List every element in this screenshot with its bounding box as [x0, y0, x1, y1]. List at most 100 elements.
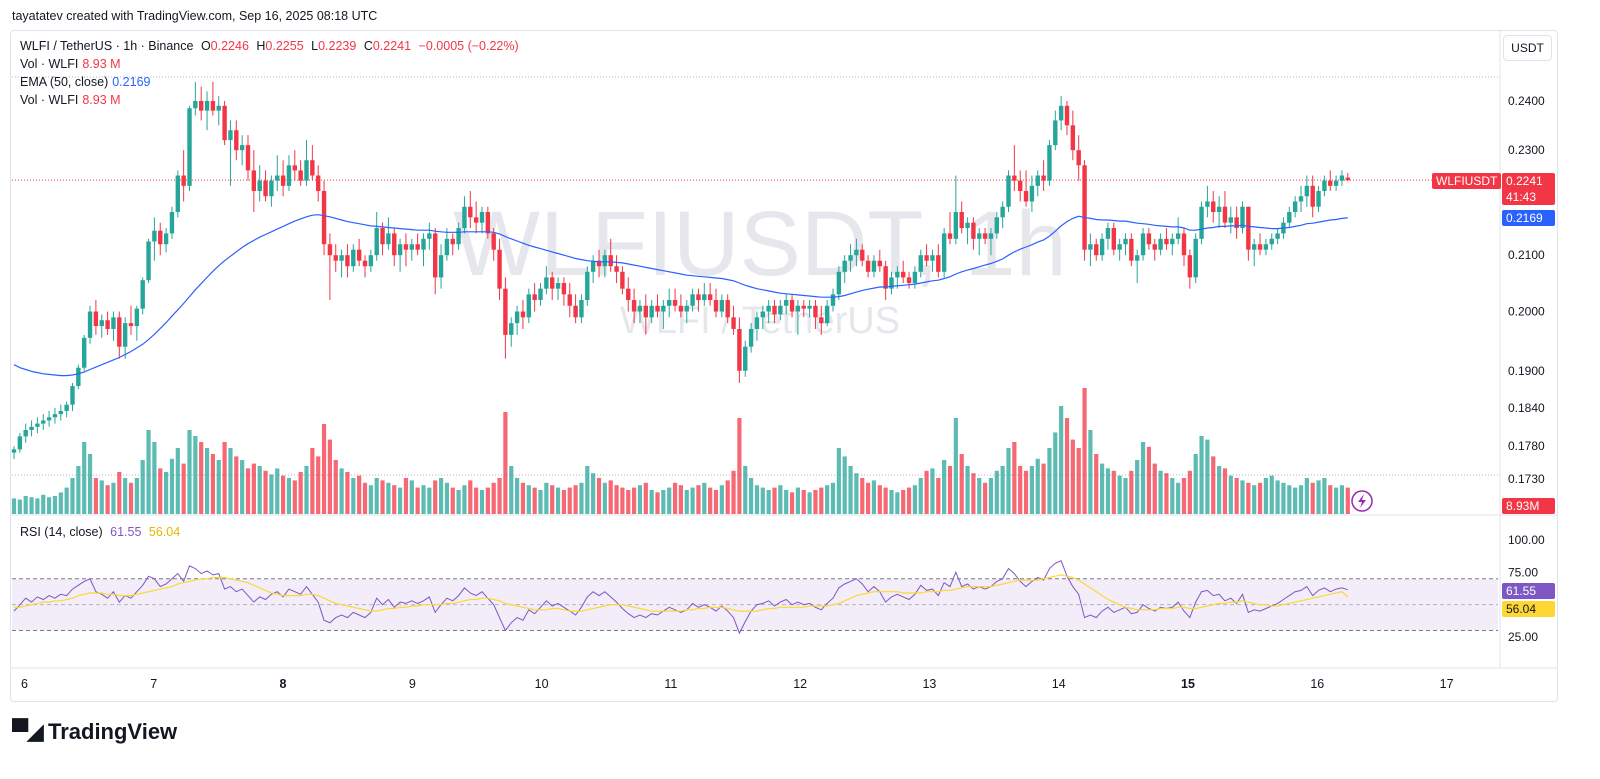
candle [368, 249, 374, 272]
volume-bar [1170, 478, 1175, 514]
candle [1193, 233, 1198, 284]
rsi-price-tag: 61.55 [1502, 583, 1555, 599]
candle [298, 160, 303, 186]
volume-bar [204, 448, 210, 514]
volume-bar [994, 470, 999, 514]
rsi-legend[interactable]: RSI (14, close) 61.55 56.04 [20, 525, 184, 539]
volume-legend-2[interactable]: Vol · WLFI 8.93 M [20, 93, 125, 107]
candle [743, 340, 748, 377]
candle-body [690, 294, 695, 306]
volume-bar [889, 490, 894, 514]
volume-bar [1105, 468, 1111, 514]
candle [140, 277, 145, 315]
volume-bar [362, 482, 368, 514]
candle [158, 222, 163, 256]
candle-body [64, 404, 69, 411]
candle [871, 255, 877, 278]
volume-bar [515, 478, 520, 514]
candle [1240, 201, 1245, 234]
time-tick-label: 12 [793, 677, 807, 691]
high-label: H [256, 39, 266, 53]
last-price-value: 0.2241 [1506, 174, 1543, 188]
candle [725, 294, 730, 324]
candle-body [865, 260, 871, 272]
volume-bar [795, 487, 800, 514]
candle-body [1193, 238, 1198, 278]
volume-bar [327, 439, 332, 514]
candle-body [82, 337, 87, 368]
candle-body [1105, 228, 1111, 239]
volume-bar [105, 485, 110, 514]
candle-body [1187, 255, 1193, 278]
candle [1105, 222, 1111, 250]
candle-body [1263, 244, 1269, 250]
candle-body [807, 305, 812, 309]
candle-body [1240, 206, 1245, 229]
candle-body [1023, 191, 1029, 202]
volume-bar [1287, 485, 1292, 514]
candle-body [514, 311, 520, 324]
volume-bar [778, 485, 783, 514]
ema-legend[interactable]: EMA (50, close) 0.2169 [20, 75, 154, 89]
candle [35, 417, 40, 434]
volume-bar [11, 498, 17, 514]
volume-bar [602, 482, 607, 514]
volume-bar [918, 478, 923, 514]
volume-legend[interactable]: Vol · WLFI 8.93 M [20, 57, 125, 71]
candle [614, 255, 619, 284]
time-tick-label: 11 [664, 677, 677, 691]
candle [76, 364, 81, 390]
rsi-ma-line [14, 574, 1349, 612]
candle [1234, 206, 1239, 239]
volume-bar [1152, 463, 1157, 514]
candle [362, 255, 368, 278]
ohlc-legend[interactable]: WLFI / TetherUS · 1h · Binance O0.2246 H… [20, 39, 523, 53]
candle [1123, 233, 1128, 256]
candle [386, 217, 391, 250]
volume-bar [485, 487, 490, 514]
candle [1117, 238, 1122, 261]
candle [421, 233, 426, 267]
price-tick-label: 0.1840 [1508, 401, 1545, 415]
volume-bar [52, 496, 58, 514]
candle [707, 283, 713, 306]
candle [789, 294, 795, 318]
volume-bar [1029, 466, 1034, 514]
volume-bar [591, 473, 596, 514]
volume-bar [1012, 442, 1017, 514]
volume-bar [672, 482, 678, 514]
candle-body [526, 294, 531, 318]
currency-unit-button[interactable]: USDT [1503, 35, 1552, 61]
candle [310, 145, 315, 181]
candle-body [883, 266, 888, 289]
candle [304, 140, 309, 186]
candle [1082, 160, 1087, 261]
candle-body [795, 305, 801, 312]
candle [877, 249, 882, 272]
low-value: 0.2239 [318, 39, 357, 53]
candle-body [889, 277, 894, 289]
candle-body [1339, 175, 1345, 181]
candle-body [17, 436, 23, 450]
volume-bar [82, 442, 87, 514]
volume-bar [877, 485, 882, 514]
candle [824, 300, 830, 327]
candle-body [743, 346, 748, 371]
candle [1292, 196, 1298, 218]
candle-body [1099, 238, 1105, 256]
rsi-tick-label: 25.00 [1508, 630, 1538, 644]
volume-bar [766, 490, 771, 514]
candle [836, 266, 842, 301]
volume-value: 8.93 M [82, 57, 121, 71]
volume-bar [743, 466, 748, 514]
candle-body [310, 160, 315, 176]
candle [1023, 170, 1029, 207]
volume-bar [959, 454, 964, 514]
candle-body [520, 311, 526, 318]
volume-bar [1246, 482, 1251, 514]
candle-body [988, 233, 994, 239]
candle-body [585, 271, 590, 301]
candle [1246, 206, 1251, 261]
candle-body [263, 180, 268, 197]
